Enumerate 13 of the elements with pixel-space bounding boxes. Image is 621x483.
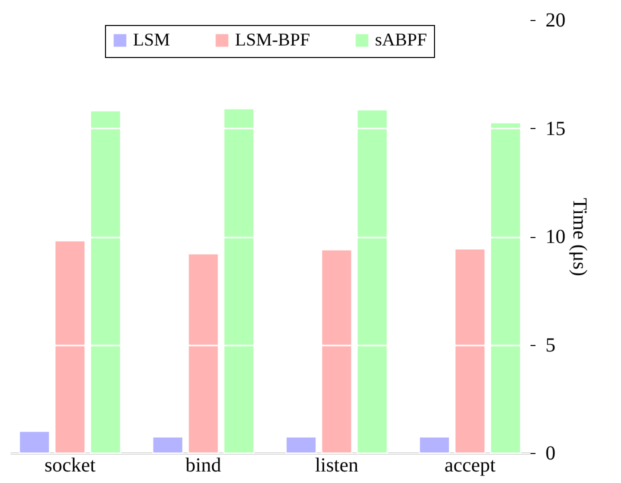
x-tick-label: socket xyxy=(44,454,96,476)
y-tick-label: 20 xyxy=(546,10,566,32)
x-tick-label: accept xyxy=(444,454,496,476)
x-tick-label: listen xyxy=(314,454,358,476)
y-tick-label: 15 xyxy=(546,118,566,140)
y-tick-label: 5 xyxy=(546,334,556,356)
legend-label: LSM xyxy=(133,29,170,50)
legend-label: LSM-BPF xyxy=(235,29,310,50)
y-axis-title: Time (μs) xyxy=(568,198,590,276)
y-tick-label: 10 xyxy=(546,226,566,248)
x-tick-label: bind xyxy=(186,454,222,476)
y-tick-label: 0 xyxy=(546,442,556,464)
legend-label: sABPF xyxy=(375,29,428,50)
